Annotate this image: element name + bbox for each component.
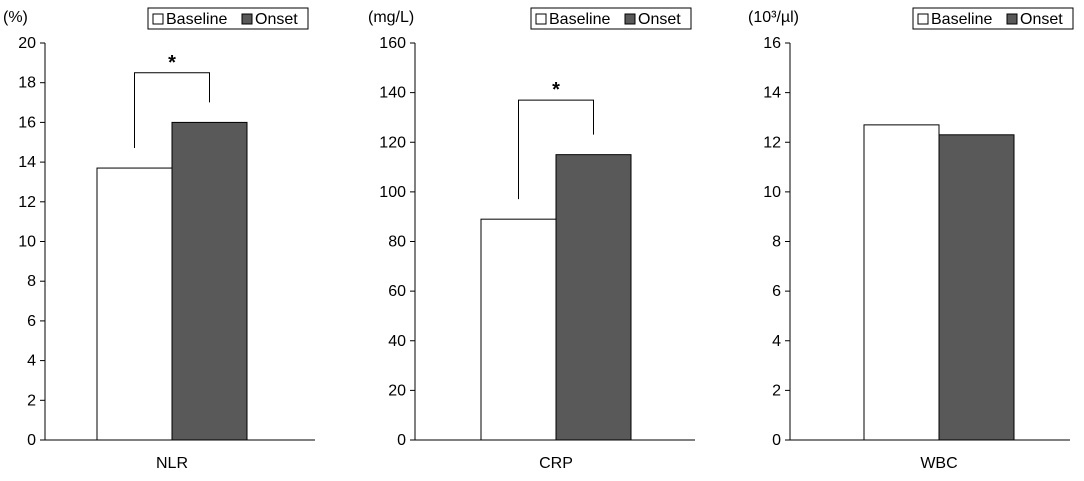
significance-marker: * [552,79,560,101]
legend-label-onset: Onset [255,11,298,28]
y-tick-label: 16 [763,35,781,52]
significance-bracket [518,99,594,200]
chart-panel-wbc: 0 2 4 6 8 10 12 14 16 (10³/µl) WBC Baseline Onset [748,7,1074,472]
legend-swatch-baseline [535,13,547,25]
y-unit-label: (10³/µl) [748,9,799,26]
y-tick-label: 160 [379,35,406,52]
y-tick-label: 20 [18,35,36,52]
y-tick-label: 10 [763,184,781,201]
y-tick-label: 80 [388,234,406,251]
legend-box [912,7,1074,30]
legend-box [147,7,309,30]
legend: Baseline Onset [147,7,309,30]
y-tick-label: 0 [397,432,406,449]
y-tick-label: 40 [388,333,406,350]
bar-baseline [96,167,173,441]
x-category-label: CRP [539,455,573,472]
x-category-label: NLR [156,455,188,472]
significance-marker: * [168,52,176,74]
legend-swatch-onset [1006,13,1018,25]
bar-baseline [863,124,940,441]
y-tick-label: 4 [772,333,781,350]
legend-box [530,7,692,30]
y-tick-label: 0 [772,432,781,449]
y-tick-label: 14 [18,154,36,171]
bar-onset [171,121,248,441]
y-tick-label: 6 [772,283,781,300]
y-tick-label: 20 [388,382,406,399]
legend-label-baseline: Baseline [931,11,992,28]
chart-panel-nlr: 0 2 4 6 8 10 12 14 16 18 20 (%) NLR Baseline Onset * [3,7,315,472]
bar-baseline [480,218,557,441]
legend: Baseline Onset [530,7,692,30]
x-category-label: WBC [920,455,957,472]
legend-label-onset: Onset [1020,11,1063,28]
bar-onset [938,134,1015,441]
significance-bracket [134,72,210,149]
chart-panel-crp: 0 20 40 60 80 100 120 140 160 (mg/L) CRP Baseline On… [368,7,695,472]
y-tick-label: 16 [18,114,36,131]
y-tick-label: 2 [27,392,36,409]
y-tick-label: 0 [27,432,36,449]
y-unit-label: (%) [3,9,28,26]
y-tick-label: 14 [763,85,781,102]
y-tick-label: 6 [27,313,36,330]
y-tick-label: 120 [379,134,406,151]
y-tick-label: 12 [763,134,781,151]
legend-label-baseline: Baseline [549,11,610,28]
y-tick-label: 8 [27,273,36,290]
legend-swatch-onset [241,13,253,25]
y-tick-label: 100 [379,184,406,201]
legend-swatch-baseline [152,13,164,25]
y-unit-label: (mg/L) [368,9,414,26]
legend-label-baseline: Baseline [166,11,227,28]
legend-swatch-baseline [917,13,929,25]
y-tick-label: 140 [379,85,406,102]
legend-swatch-onset [624,13,636,25]
y-tick-label: 4 [27,353,36,370]
y-tick-label: 2 [772,382,781,399]
y-tick-label: 12 [18,194,36,211]
y-tick-label: 8 [772,234,781,251]
y-tick-label: 10 [18,234,36,251]
y-tick-label: 60 [388,283,406,300]
y-tick-label: 18 [18,75,36,92]
legend: Baseline Onset [912,7,1074,30]
bar-onset [555,154,632,441]
legend-label-onset: Onset [638,11,681,28]
